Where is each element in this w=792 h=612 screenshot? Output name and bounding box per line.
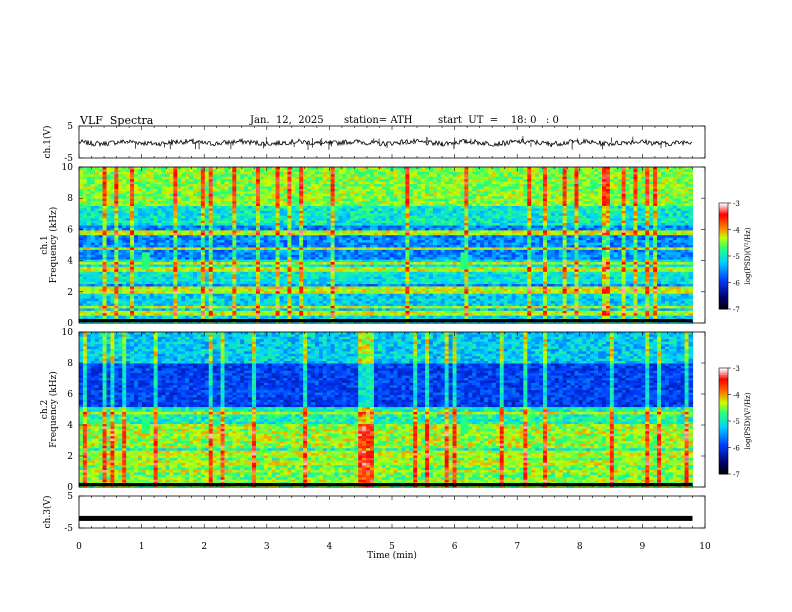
- ch1-waveform-ylabel: ch.1(V): [42, 126, 53, 159]
- ch1-spectrogram-cells: [79, 167, 693, 324]
- ch1-waveform-trace: [79, 139, 692, 146]
- ch1-waveform-ytick-label: 5: [67, 122, 73, 132]
